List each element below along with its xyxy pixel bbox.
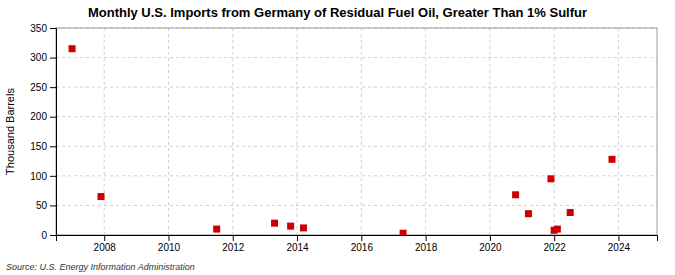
- grid-line: [56, 146, 657, 147]
- tick-label: 2010: [158, 242, 181, 253]
- tick-label: 300: [30, 52, 47, 63]
- tick: 300: [30, 52, 56, 63]
- grid-line: [489, 28, 490, 235]
- grid-line: [168, 28, 169, 235]
- tick-label: 2012: [222, 242, 245, 253]
- tick-mark: [50, 87, 56, 88]
- grid-line: [104, 28, 105, 235]
- axis-line: [57, 236, 658, 242]
- tick: 150: [30, 141, 56, 152]
- tick-label: 150: [30, 141, 47, 152]
- point: [400, 230, 407, 235]
- point: [512, 191, 519, 198]
- tick: 250: [30, 82, 56, 93]
- tick: 2018: [415, 235, 438, 253]
- tick-mark: [426, 235, 427, 241]
- tick: 2014: [286, 235, 309, 253]
- tick-mark: [554, 235, 555, 241]
- tick: 350: [30, 23, 56, 34]
- grid-line: [232, 28, 233, 235]
- point: [271, 220, 278, 227]
- tick-label: 200: [30, 111, 47, 122]
- tick-mark: [104, 235, 105, 241]
- tick-mark: [50, 176, 56, 177]
- grid-line: [297, 28, 298, 235]
- tick-label: 250: [30, 82, 47, 93]
- axis-line: [50, 29, 57, 236]
- title: Monthly U.S. Imports from Germany of Res…: [88, 5, 587, 20]
- tick-mark: [618, 235, 619, 241]
- tick-label: 2024: [608, 242, 631, 253]
- tick-mark: [168, 235, 169, 241]
- tick-label: 2008: [94, 242, 117, 253]
- tick-mark: [50, 58, 56, 59]
- tick: 2010: [158, 235, 181, 253]
- tick: 2024: [608, 235, 631, 253]
- tick-mark: [297, 235, 298, 241]
- tick: 2022: [544, 235, 567, 253]
- point: [287, 223, 294, 230]
- grid-line: [56, 205, 657, 206]
- tick-label: 2014: [286, 242, 309, 253]
- y-axis-title: Thousand Barrels: [4, 88, 16, 175]
- grid: [56, 28, 657, 235]
- tick-mark: [50, 28, 56, 29]
- tick-label: 2018: [415, 242, 438, 253]
- point: [69, 45, 76, 52]
- tick-mark: [50, 117, 56, 118]
- tick-label: 100: [30, 171, 47, 182]
- tick-label: 2022: [544, 242, 567, 253]
- point: [213, 226, 220, 233]
- tick-label: 350: [30, 23, 47, 34]
- tick: 200: [30, 111, 56, 122]
- grid-line: [361, 28, 362, 235]
- tick-label: 0: [41, 230, 47, 241]
- tick-mark: [361, 235, 362, 241]
- tick-mark: [233, 235, 234, 241]
- plot-area: 2008 2010 2012 2014 2016 2018 2020 2022 2024 0 50 1…: [30, 23, 657, 253]
- tick: 2016: [351, 235, 374, 253]
- tick: 50: [36, 200, 56, 211]
- y-axis: 0 50 100 150 200 250 300 350: [30, 23, 56, 241]
- tick-mark: [490, 235, 491, 241]
- points: [69, 45, 616, 235]
- grid-line: [56, 87, 657, 88]
- grid-line: [56, 116, 657, 117]
- chart: 2008 2010 2012 2014 2016 2018 2020 2022 2024 0 50 1…: [0, 0, 675, 275]
- grid-line: [56, 175, 657, 176]
- tick-mark: [50, 146, 56, 147]
- grid-line: [554, 28, 555, 235]
- plot-frame: [56, 28, 657, 235]
- point: [300, 224, 307, 231]
- annotation: Source: U.S. Energy Information Administ…: [6, 262, 195, 272]
- point: [97, 193, 104, 200]
- tick: 2020: [479, 235, 502, 253]
- tick-label: 50: [36, 200, 48, 211]
- tick: 100: [30, 171, 56, 182]
- tick-label: 2016: [351, 242, 374, 253]
- x-axis: 2008 2010 2012 2014 2016 2018 2020 2022 2024: [57, 235, 658, 253]
- grid-line: [618, 28, 619, 235]
- point: [547, 175, 554, 182]
- point: [567, 209, 574, 216]
- grid-line: [56, 57, 657, 58]
- point: [609, 156, 616, 163]
- point: [525, 210, 532, 217]
- tick-label: 2020: [479, 242, 502, 253]
- tick: 2008: [94, 235, 117, 253]
- tick-mark: [50, 205, 56, 206]
- tick-mark: [50, 235, 56, 236]
- point: [554, 226, 561, 233]
- tick: 0: [41, 230, 56, 241]
- grid-line: [425, 28, 426, 235]
- tick: 2012: [222, 235, 245, 253]
